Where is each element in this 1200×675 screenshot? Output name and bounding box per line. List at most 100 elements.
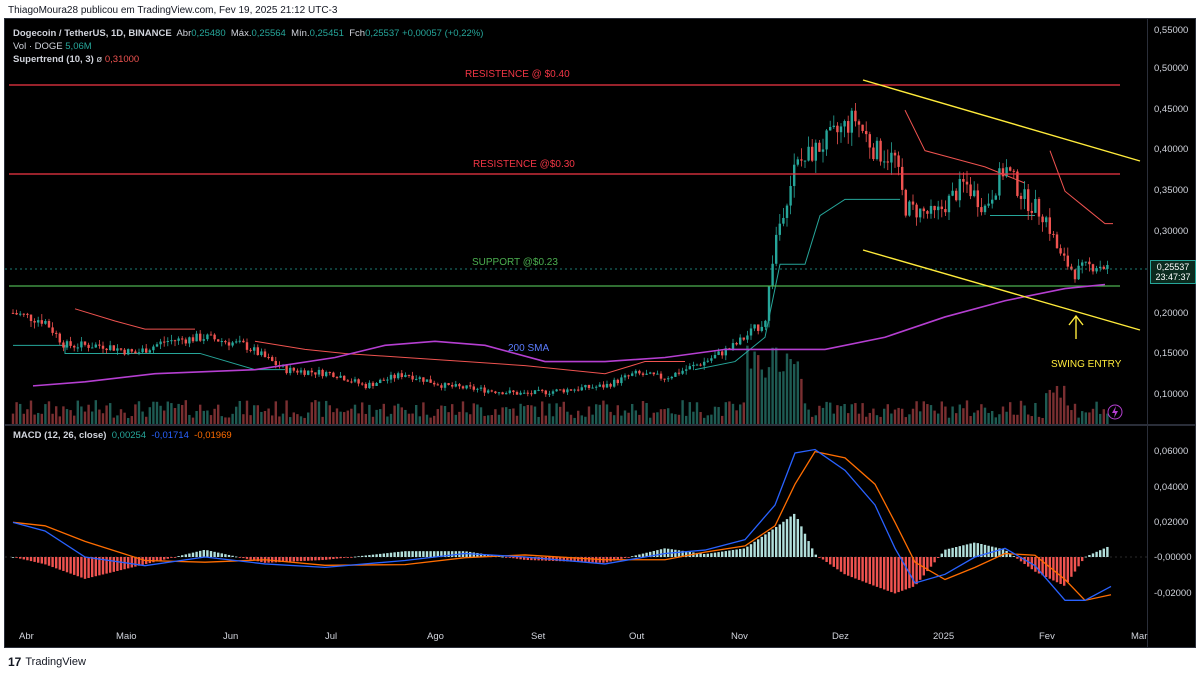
chart-frame[interactable]: RESISTENCE @ $0.40 RESISTENCE @$0.30 SUP… [4, 18, 1196, 648]
volume-legend[interactable]: Vol · DOGE 5,06M [13, 41, 92, 52]
lower-trendline[interactable] [862, 249, 1141, 331]
volume-bar [170, 403, 173, 424]
volume-bar [447, 412, 450, 424]
volume-bar [584, 416, 587, 424]
macd-axis[interactable]: 0,06000 0,04000 0,02000 -0,00000 -0,0200… [1148, 426, 1195, 626]
candle-body [299, 370, 303, 373]
price-tick: 0,35000 [1154, 185, 1189, 196]
volume-bar [703, 417, 706, 424]
volume-bar [681, 400, 684, 424]
symbol-title[interactable]: Dogecoin / TetherUS, 1D, BINANCE [13, 28, 172, 39]
volume-bar [335, 408, 339, 424]
volume-bar [425, 414, 429, 424]
candle-body [505, 393, 508, 395]
label-resistance-040: RESISTENCE @ $0.40 [465, 69, 570, 80]
volume-bar [814, 415, 817, 424]
price-chart[interactable]: RESISTENCE @ $0.40 RESISTENCE @$0.30 SUP… [5, 19, 1147, 424]
candle-body [713, 354, 717, 359]
pane-separator[interactable] [5, 424, 1195, 426]
macd-hist-bar [627, 557, 630, 558]
macd-hist-bar [638, 554, 641, 557]
volume-bar [595, 404, 598, 424]
volume-bar [1019, 400, 1023, 424]
candle-body [1066, 255, 1069, 267]
macd-hist-bar [832, 557, 835, 567]
lightning-icon-bg[interactable] [1107, 404, 1123, 420]
time-tick: Nov [731, 631, 748, 642]
time-axis[interactable]: Abr Maio Jun Jul Ago Set Out Nov Dez 202… [5, 628, 1195, 647]
candle-body [375, 383, 378, 387]
candle-body [436, 384, 439, 386]
volume-bar [976, 410, 979, 424]
volume-bar [379, 409, 382, 424]
candle-body [523, 392, 526, 394]
candle-body [422, 377, 425, 382]
macd-hist-bar [328, 557, 331, 560]
macd-hist-bar [15, 557, 18, 558]
upper-trendline[interactable] [862, 79, 1141, 162]
candle-body [386, 379, 389, 381]
price-axis[interactable]: 0,55000 0,50000 0,45000 0,40000 0,35000 … [1148, 19, 1195, 424]
volume-bar [706, 415, 709, 424]
macd-chart[interactable] [5, 426, 1147, 626]
volume-bar [1016, 414, 1019, 424]
candle-body [1055, 234, 1059, 249]
macd-hist-bar [393, 552, 396, 557]
candle-body [98, 344, 101, 346]
candle-body [465, 385, 468, 389]
macd-legend[interactable]: MACD (12, 26, close) 0,00254 -0,01714 -0… [13, 430, 232, 441]
macd-hist-bar [1091, 553, 1095, 557]
macd-hist-bar [746, 546, 749, 557]
macd-hist-bar [19, 557, 22, 559]
macd-hist-bar [1063, 557, 1066, 586]
volume-bar [757, 355, 760, 424]
symbol-legend[interactable]: Dogecoin / TetherUS, 1D, BINANCE Abr0,25… [13, 28, 483, 39]
volume-bar [263, 410, 267, 424]
candle-body [890, 152, 893, 163]
volume-bar [965, 400, 969, 424]
candle-body [775, 234, 778, 264]
volume-bar [26, 409, 29, 424]
candle-body [940, 206, 943, 210]
sma-200-line[interactable] [32, 283, 1106, 387]
volume-bar [249, 415, 252, 424]
macd-hist-bar [253, 557, 256, 561]
macd-tick: 0,06000 [1154, 446, 1189, 457]
candle-body [937, 206, 940, 211]
macd-hist-bar [94, 557, 97, 577]
candle-body [310, 370, 313, 373]
volume-bar [209, 415, 213, 424]
candle-body [1084, 261, 1087, 263]
macd-line-value: -0,01714 [151, 430, 189, 441]
high-value: 0,25564 [251, 28, 286, 39]
macd-hist-bar [447, 551, 450, 557]
lightning-icon[interactable] [1112, 406, 1118, 418]
macd-hist-bar [109, 557, 112, 573]
candle-body [51, 327, 54, 333]
volume-bar [29, 400, 33, 424]
volume-bar [803, 403, 807, 424]
candle-body [580, 387, 583, 391]
candle-body [346, 380, 349, 382]
candle-body [249, 349, 252, 351]
volume-bar [1095, 401, 1098, 424]
supertrend-legend[interactable]: Supertrend (10, 3) ø 0,31000 [13, 54, 139, 65]
tradingview-brand[interactable]: 17 TradingView [8, 655, 86, 669]
candle-body [739, 337, 742, 345]
countdown-value: 23:47:37 [1155, 272, 1191, 282]
macd-hist-bar [101, 557, 105, 575]
volume-value: 5,06M [65, 41, 92, 52]
macd-hist-bar [926, 557, 929, 572]
supertrend-lines [13, 109, 1113, 375]
candle-body [818, 142, 821, 152]
macd-hist-bar [325, 557, 328, 560]
candle-body [267, 357, 270, 359]
volume-bar [541, 401, 544, 424]
volume-bar [789, 359, 792, 424]
candle-body [101, 345, 105, 349]
macd-hist-bar [429, 551, 432, 557]
macd-hist-bar [361, 555, 364, 557]
current-price-badge[interactable]: 0,25537 23:47:37 [1150, 260, 1196, 284]
price-tick: 0,50000 [1154, 63, 1189, 74]
macd-hist-bar [314, 557, 317, 561]
